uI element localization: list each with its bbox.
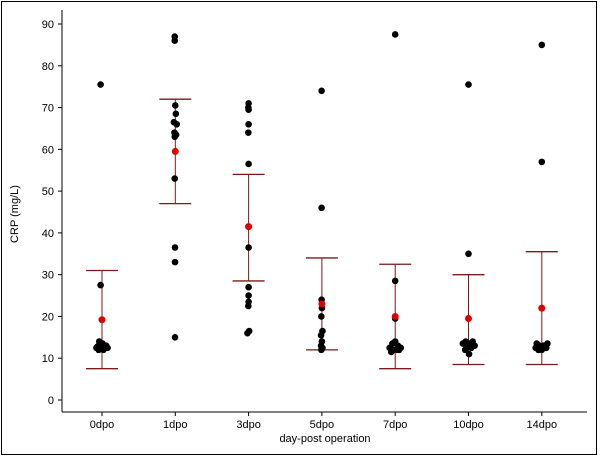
y-tick-label: 60 xyxy=(42,144,54,156)
x-tick-label: 0dpo xyxy=(90,419,114,431)
data-point xyxy=(102,342,110,349)
data-point xyxy=(542,344,550,352)
data-point xyxy=(391,31,399,38)
y-tick-label: 20 xyxy=(42,311,54,323)
data-point xyxy=(387,348,395,356)
data-point xyxy=(245,292,252,299)
data-point xyxy=(245,106,252,113)
data-point xyxy=(97,281,104,289)
x-tick-label: 5dpo xyxy=(310,419,334,431)
data-point xyxy=(391,277,399,285)
y-axis-title: CRP (mg/L) xyxy=(9,185,21,243)
data-point xyxy=(538,158,546,166)
data-point xyxy=(318,313,325,320)
mean-point xyxy=(538,304,546,312)
data-point xyxy=(245,244,252,251)
mean-point xyxy=(465,315,472,323)
y-tick-label: 30 xyxy=(42,270,54,282)
data-point xyxy=(245,129,252,136)
data-point xyxy=(245,302,252,310)
y-tick-label: 90 xyxy=(42,19,54,31)
data-point xyxy=(317,331,325,339)
mean-point xyxy=(318,300,326,308)
data-point xyxy=(395,346,403,354)
mean-point xyxy=(391,312,399,320)
data-point xyxy=(97,81,104,88)
mean-markers xyxy=(98,147,546,324)
data-point xyxy=(245,283,252,291)
x-tick-label: 1dpo xyxy=(163,419,187,431)
axes: 0 10 20 30 40 50 60 70 80 90 0dpo 1dpo 3dpo 5dpo 7dpo 1… xyxy=(42,10,587,431)
data-point xyxy=(465,250,472,258)
data-point xyxy=(171,334,179,341)
x-tick-label: 7dpo xyxy=(383,419,407,431)
data-point xyxy=(459,340,467,347)
data-point xyxy=(463,344,471,352)
y-tick-label: 10 xyxy=(42,353,54,365)
x-tick-label: 3dpo xyxy=(236,419,260,431)
data-point xyxy=(535,346,542,354)
data-point xyxy=(173,120,180,128)
data-point xyxy=(171,37,179,45)
mean-point xyxy=(245,223,253,231)
y-tick-label: 40 xyxy=(42,228,54,240)
data-points xyxy=(93,31,551,358)
data-point xyxy=(172,102,179,109)
data-point xyxy=(171,175,179,182)
y-tick-label: 80 xyxy=(42,61,54,73)
x-tick-label: 14dpo xyxy=(527,419,558,431)
y-tick-label: 0 xyxy=(48,395,54,407)
data-point xyxy=(538,41,546,49)
y-tick-label: 70 xyxy=(42,103,54,115)
data-point xyxy=(318,346,325,354)
data-point xyxy=(171,133,179,141)
mean-point xyxy=(98,316,106,324)
data-point xyxy=(465,81,472,88)
data-point xyxy=(245,120,252,128)
mean-point xyxy=(171,147,179,155)
y-tick-label: 50 xyxy=(42,186,54,198)
x-tick-label: 10dpo xyxy=(453,419,484,431)
x-axis-title: day-post operation xyxy=(279,433,370,445)
data-point xyxy=(318,87,325,95)
data-point xyxy=(245,160,252,168)
data-point xyxy=(465,350,473,358)
data-point xyxy=(94,343,101,350)
data-point xyxy=(171,258,179,266)
data-point xyxy=(244,329,251,337)
scatter-chart: 0 10 20 30 40 50 60 70 80 90 0dpo 1dpo 3dpo 5dpo 7dpo 1… xyxy=(9,10,587,445)
data-point xyxy=(318,204,325,212)
data-point xyxy=(171,244,179,251)
data-point xyxy=(172,110,180,118)
